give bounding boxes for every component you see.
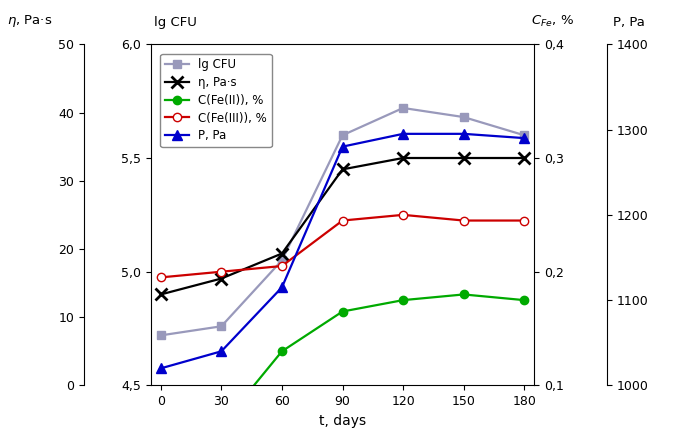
Text: lg CFU: lg CFU <box>154 16 197 29</box>
Text: $C_{Fe}$, %: $C_{Fe}$, % <box>531 14 574 29</box>
Text: P, Pa: P, Pa <box>613 16 645 29</box>
Text: $\eta$, Pa·s: $\eta$, Pa·s <box>7 13 52 29</box>
X-axis label: t, days: t, days <box>319 414 366 427</box>
Legend: lg CFU, η, Pa·s, C(Fe(II)), %, C(Fe(III)), %, P, Pa: lg CFU, η, Pa·s, C(Fe(II)), %, C(Fe(III)… <box>160 54 272 147</box>
